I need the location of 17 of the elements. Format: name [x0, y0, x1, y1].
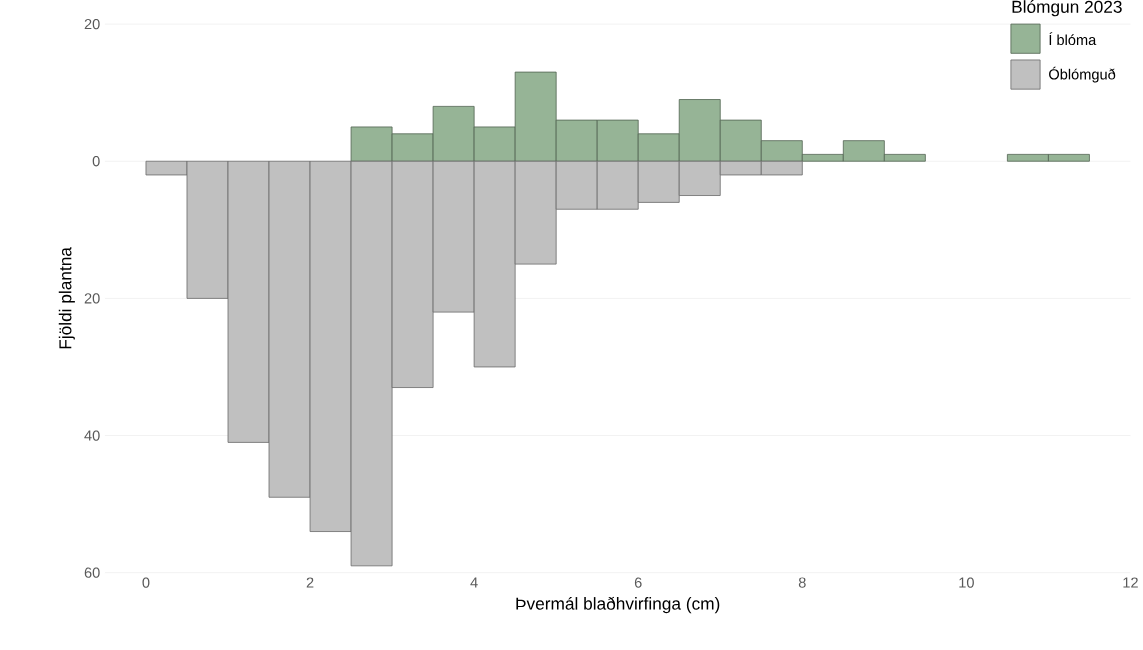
legend-label: Óblómguð	[1049, 66, 1116, 83]
x-tick-label: 4	[470, 577, 478, 588]
x-tick-label: 8	[798, 577, 806, 588]
y-tick-label: 40	[84, 430, 100, 441]
x-tick-label: 10	[959, 577, 974, 588]
y-axis-title: Fjöldi plantna	[58, 247, 75, 349]
y-tick-label: 20	[84, 19, 100, 30]
y-tick-label: 20	[84, 293, 100, 304]
y-tick-label: 0	[92, 156, 100, 167]
legend-title: Blómgun 2023	[1012, 0, 1122, 17]
legend-label: Í blóma	[1049, 32, 1097, 46]
x-tick-label: 12	[1123, 577, 1138, 588]
x-tick-label: 2	[306, 577, 314, 588]
x-tick-label: 6	[634, 577, 642, 588]
x-tick-label: 0	[142, 577, 150, 588]
y-tick-label: 60	[84, 567, 100, 578]
x-axis-title: Þvermál blaðhvirfinga (cm)	[516, 596, 720, 614]
